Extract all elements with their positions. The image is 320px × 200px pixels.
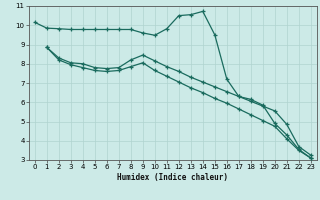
X-axis label: Humidex (Indice chaleur): Humidex (Indice chaleur) — [117, 173, 228, 182]
